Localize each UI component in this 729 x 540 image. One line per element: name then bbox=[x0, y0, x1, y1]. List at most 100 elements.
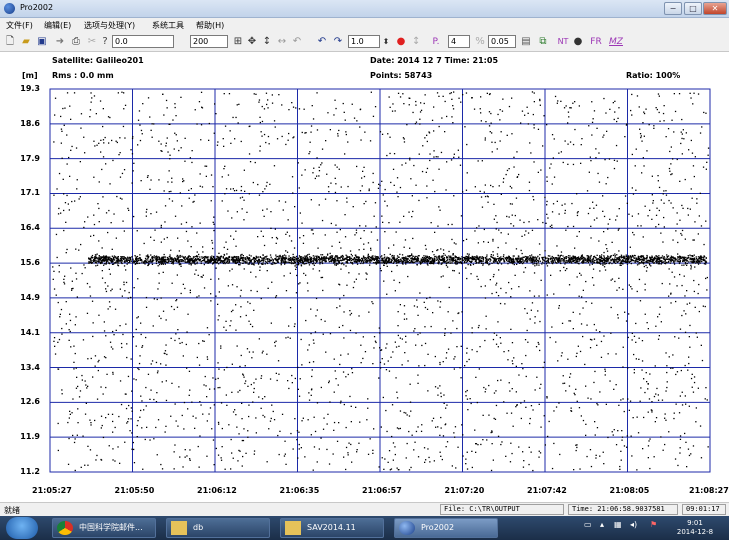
scatter-point bbox=[364, 131, 366, 133]
scatter-point bbox=[352, 263, 354, 265]
scatter-point bbox=[440, 395, 442, 398]
scatter-point bbox=[657, 399, 660, 401]
scatter-point bbox=[408, 430, 410, 433]
undo-gray-icon[interactable]: ↶ bbox=[292, 36, 302, 47]
scatter-point bbox=[271, 102, 274, 104]
scatter-point bbox=[351, 461, 353, 463]
scatter-point bbox=[401, 257, 403, 259]
scatter-point bbox=[387, 360, 389, 362]
scatter-point bbox=[471, 258, 473, 260]
save-disk-icon[interactable]: ▤ bbox=[521, 36, 531, 47]
scatter-point bbox=[457, 258, 460, 260]
scatter-point bbox=[426, 256, 428, 258]
p-value-input[interactable]: 4 bbox=[448, 35, 470, 48]
spinner-icon[interactable]: ⬍ bbox=[382, 37, 390, 46]
record-dot-icon[interactable]: ● bbox=[396, 36, 406, 47]
scatter-point bbox=[511, 260, 513, 263]
scatter-point bbox=[551, 260, 554, 262]
minimize-button[interactable]: − bbox=[664, 2, 682, 15]
scatter-point bbox=[449, 262, 451, 264]
value-input-2[interactable]: 200 bbox=[190, 35, 228, 48]
print-icon[interactable]: ⎙ bbox=[72, 36, 80, 47]
scatter-point bbox=[557, 258, 559, 260]
menu-options[interactable]: 选项与处理(Y) bbox=[84, 21, 136, 30]
help-icon[interactable]: ? bbox=[102, 36, 108, 47]
scatter-point bbox=[437, 426, 439, 428]
scatter-point bbox=[474, 230, 476, 232]
scatter-point bbox=[450, 262, 452, 264]
scatter-point bbox=[257, 262, 260, 264]
scatter-point bbox=[262, 262, 264, 264]
scatter-point bbox=[69, 175, 71, 177]
cut-icon[interactable]: ✂ bbox=[87, 36, 97, 47]
p-label[interactable]: P. bbox=[432, 37, 440, 47]
scatter-point bbox=[445, 446, 447, 448]
scatter-point bbox=[688, 336, 690, 338]
ratio-label: Ratio: 100% bbox=[626, 71, 681, 80]
network-icon[interactable]: ⧉ bbox=[539, 36, 547, 47]
scatter-point bbox=[681, 264, 683, 266]
scatter-point bbox=[348, 442, 350, 444]
scatter-point bbox=[227, 259, 229, 261]
threshold-input[interactable]: 0.05 bbox=[488, 35, 516, 48]
scatter-point bbox=[169, 123, 171, 125]
scatter-point bbox=[295, 264, 297, 266]
scatter-point bbox=[487, 201, 489, 203]
new-file-icon[interactable]: 🗋 bbox=[5, 36, 15, 47]
scatter-point bbox=[510, 260, 512, 263]
open-folder-icon[interactable]: ▰ bbox=[22, 36, 30, 47]
scatter-point bbox=[539, 260, 541, 262]
step-input[interactable]: 1.0 bbox=[348, 35, 380, 48]
scatter-point bbox=[311, 105, 313, 107]
scatter-point bbox=[656, 261, 658, 264]
move-icon[interactable]: ✥ bbox=[247, 36, 257, 47]
menu-file[interactable]: 文件(F) bbox=[6, 21, 33, 30]
scatter-point bbox=[232, 261, 234, 263]
save-icon[interactable]: ▣ bbox=[37, 36, 47, 47]
scatter-point bbox=[432, 262, 434, 264]
scatter-point bbox=[705, 387, 707, 389]
scatter-point bbox=[705, 260, 707, 262]
scatter-point bbox=[175, 300, 177, 302]
scatter-point bbox=[645, 372, 647, 374]
scatter-point bbox=[53, 270, 55, 272]
grid-icon[interactable]: ⊞ bbox=[233, 36, 243, 47]
vertical-arrow-icon[interactable]: ↕ bbox=[262, 36, 272, 47]
scatter-point bbox=[285, 143, 287, 146]
nt-label[interactable]: NT bbox=[557, 37, 569, 46]
menu-tools[interactable]: 系统工具 bbox=[152, 21, 184, 30]
scatter-point bbox=[314, 257, 316, 260]
undo-icon[interactable]: ↶ bbox=[317, 36, 327, 47]
scatter-point bbox=[363, 230, 365, 232]
scatter-point bbox=[618, 107, 620, 109]
menu-help[interactable]: 帮助(H) bbox=[196, 21, 225, 30]
scatter-point bbox=[578, 295, 580, 297]
fr-label[interactable]: FR bbox=[590, 37, 602, 47]
scatter-point bbox=[380, 262, 382, 264]
scatter-point bbox=[123, 230, 125, 232]
scatter-point bbox=[588, 256, 590, 258]
scatter-point bbox=[223, 145, 225, 147]
close-button[interactable]: ✕ bbox=[703, 2, 727, 15]
scatter-point bbox=[643, 259, 646, 261]
horizontal-arrow-icon[interactable]: ↔ bbox=[277, 36, 287, 47]
scatter-point bbox=[689, 208, 691, 210]
scatter-point bbox=[126, 258, 128, 261]
percent-icon[interactable]: % bbox=[475, 36, 485, 47]
menu-edit[interactable]: 编辑(E) bbox=[44, 21, 72, 30]
scatter-point bbox=[646, 322, 648, 324]
scatter-point bbox=[261, 135, 263, 137]
scatter-point bbox=[133, 260, 136, 262]
point-icon[interactable]: ● bbox=[573, 36, 583, 47]
scatter-point bbox=[340, 400, 342, 402]
redo-icon[interactable]: ↷ bbox=[333, 36, 343, 47]
value-input-1[interactable]: 0.0 bbox=[112, 35, 174, 48]
vertical-adjust-icon[interactable]: ↕ bbox=[412, 36, 421, 47]
scatter-point bbox=[179, 456, 181, 458]
scatter-point bbox=[232, 411, 235, 413]
arrow-right-icon[interactable]: ➜ bbox=[55, 36, 65, 47]
scatter-point bbox=[149, 398, 151, 400]
maximize-button[interactable]: □ bbox=[684, 2, 702, 15]
scatter-point bbox=[310, 394, 312, 396]
mz-label[interactable]: MZ bbox=[609, 37, 623, 47]
